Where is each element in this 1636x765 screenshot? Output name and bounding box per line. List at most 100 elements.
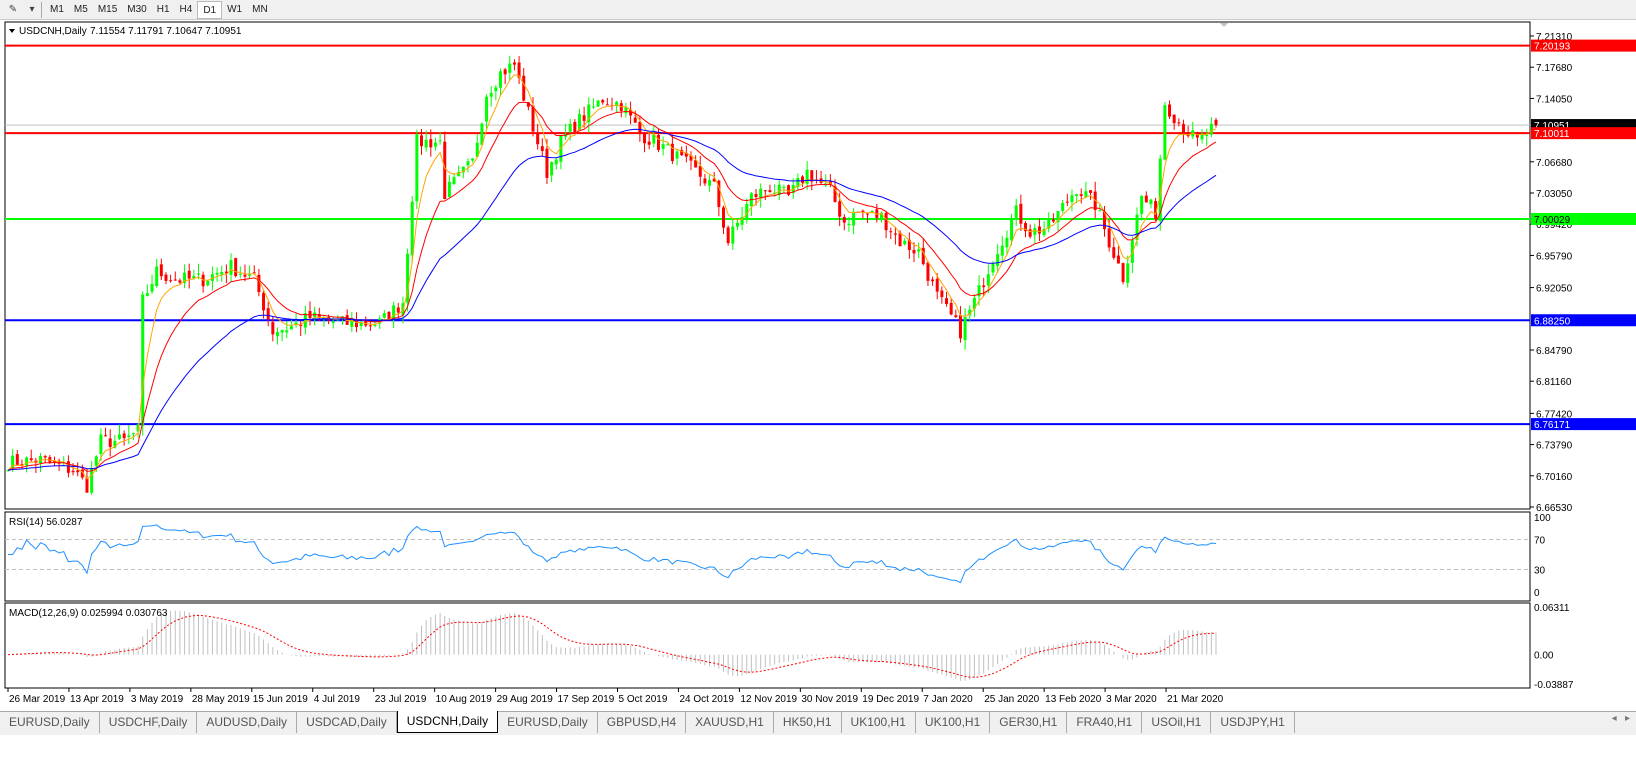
candle-body — [373, 324, 377, 326]
level-price-tag — [1531, 314, 1636, 327]
tab-uk100-h1[interactable]: UK100,H1 — [916, 712, 991, 733]
tab-usdcad-daily[interactable]: USDCAD,Daily — [297, 712, 397, 733]
tab-ger30-h1[interactable]: GER30,H1 — [990, 712, 1068, 733]
level-price-tag — [1531, 212, 1636, 225]
candle-body — [368, 325, 372, 327]
candle-body — [266, 308, 270, 320]
tab-usdcnh-daily[interactable]: USDCNH,Daily — [396, 711, 499, 733]
timeframe-m30[interactable]: M30 — [127, 3, 147, 15]
candle-body — [447, 181, 451, 197]
candle-body — [568, 123, 572, 132]
candle-body — [1158, 158, 1162, 221]
candle-body — [652, 135, 656, 144]
candle-body — [907, 239, 911, 250]
candle-body — [763, 190, 767, 192]
candle-body — [238, 273, 242, 275]
tab-scroll-buttons[interactable]: ◂ ▸ — [1612, 713, 1630, 724]
candle-body — [48, 457, 52, 463]
candle-body — [1144, 195, 1148, 203]
candle-body — [438, 140, 442, 142]
timeframe-d1[interactable]: D1 — [197, 0, 223, 19]
candle-body — [1168, 104, 1172, 117]
candle-body — [647, 141, 651, 145]
tab-xauusd-h1[interactable]: XAUUSD,H1 — [686, 712, 774, 733]
candle-body — [615, 101, 619, 107]
macd-tick-label: 0.06311 — [1534, 603, 1570, 614]
chart-tabs: EURUSD,Daily USDCHF,Daily AUDUSD,Daily USDC… — [0, 711, 1636, 735]
candle-body — [145, 293, 149, 296]
candle-body — [800, 176, 804, 183]
candle-body — [350, 320, 354, 327]
tab-uk100-h1[interactable]: UK100,H1 — [842, 712, 916, 733]
scroll-left-icon[interactable]: ◂ — [1611, 713, 1617, 724]
timeframe-h1[interactable]: H1 — [156, 3, 170, 15]
chart-window[interactable]: 7.21310 7.17680 7.14050 7.06680 7.03050 6.994… — [0, 20, 1636, 710]
tab-hk50-h1[interactable]: HK50,H1 — [774, 712, 842, 733]
candle-body — [215, 272, 219, 275]
macd-pane — [4, 602, 1531, 689]
line-tools-icon[interactable]: ✎ — [8, 4, 18, 15]
candle-body — [1172, 114, 1176, 124]
candle-body — [187, 270, 191, 279]
candle-body — [71, 470, 75, 473]
rsi-tick-label: 0 — [1534, 588, 1540, 599]
date-tick-label: 26 Mar 2019 — [9, 694, 66, 705]
rsi-tick-label: 30 — [1534, 566, 1546, 577]
candle-body — [735, 222, 739, 227]
timeframe-w1[interactable]: W1 — [227, 3, 243, 15]
candle-body — [680, 149, 684, 156]
dropdown-arrow-icon[interactable]: ▾ — [29, 4, 35, 15]
candle-body — [210, 274, 214, 282]
price-tick-label: 7.17680 — [1536, 63, 1573, 74]
timeframe-m5[interactable]: M5 — [73, 3, 88, 15]
candle-body — [285, 330, 289, 333]
candle-body — [624, 107, 628, 114]
candle-body — [1112, 247, 1116, 258]
tab-eurusd-daily[interactable]: EURUSD,Daily — [0, 712, 100, 733]
candle-body — [280, 330, 284, 333]
date-tick-label: 13 Feb 2020 — [1045, 694, 1102, 705]
timeframe-h4[interactable]: H4 — [179, 3, 193, 15]
date-tick-label: 30 Nov 2019 — [801, 694, 858, 705]
timeframe-m15[interactable]: M15 — [97, 3, 118, 15]
price-tick-label: 6.95790 — [1536, 251, 1573, 262]
candles — [6, 55, 1218, 496]
tab-usoil-h1[interactable]: USOil,H1 — [1142, 712, 1212, 733]
candle-body — [1019, 203, 1023, 224]
rsi-tick-label: 100 — [1534, 513, 1551, 524]
candle-body — [838, 201, 842, 217]
tab-fra40-h1[interactable]: FRA40,H1 — [1067, 712, 1143, 733]
timeframe-mn[interactable]: MN — [252, 3, 268, 15]
current-price-label: 7.10951 — [1534, 121, 1571, 132]
candle-body — [986, 274, 990, 286]
chart-canvas[interactable]: 7.21310 7.17680 7.14050 7.06680 7.03050 6.994… — [0, 20, 1636, 710]
date-tick-label: 24 Oct 2019 — [679, 694, 734, 705]
candle-body — [471, 158, 475, 161]
candle-body — [457, 171, 461, 177]
candle-body — [1200, 133, 1204, 140]
candle-body — [485, 96, 489, 122]
candle-body — [1042, 228, 1046, 236]
tab-usdchf-daily[interactable]: USDCHF,Daily — [100, 712, 198, 733]
tab-usdjpy-h1[interactable]: USDJPY,H1 — [1211, 712, 1295, 733]
candle-body — [545, 148, 549, 178]
candle-body — [703, 178, 707, 184]
tab-eurusd-daily[interactable]: EURUSD,Daily — [498, 712, 598, 733]
candle-body — [526, 102, 530, 107]
candle-body — [684, 152, 688, 157]
scroll-right-icon[interactable]: ▸ — [1624, 713, 1630, 724]
candle-body — [275, 332, 279, 337]
candle-body — [963, 317, 967, 341]
tab-audusd-daily[interactable]: AUDUSD,Daily — [197, 712, 298, 733]
candle-body — [303, 313, 307, 328]
candle-body — [336, 319, 340, 321]
timeframe-m1[interactable]: M1 — [50, 3, 64, 15]
status-area — [0, 735, 1636, 765]
candle-body — [1107, 228, 1111, 248]
date-tick-label: 21 Mar 2020 — [1167, 694, 1224, 705]
candle-body — [25, 457, 29, 466]
tab-gbpusd-h4[interactable]: GBPUSD,H4 — [598, 712, 687, 733]
candle-body — [787, 185, 791, 195]
candle-body — [968, 309, 972, 316]
price-tick-label: 6.77420 — [1536, 409, 1573, 420]
